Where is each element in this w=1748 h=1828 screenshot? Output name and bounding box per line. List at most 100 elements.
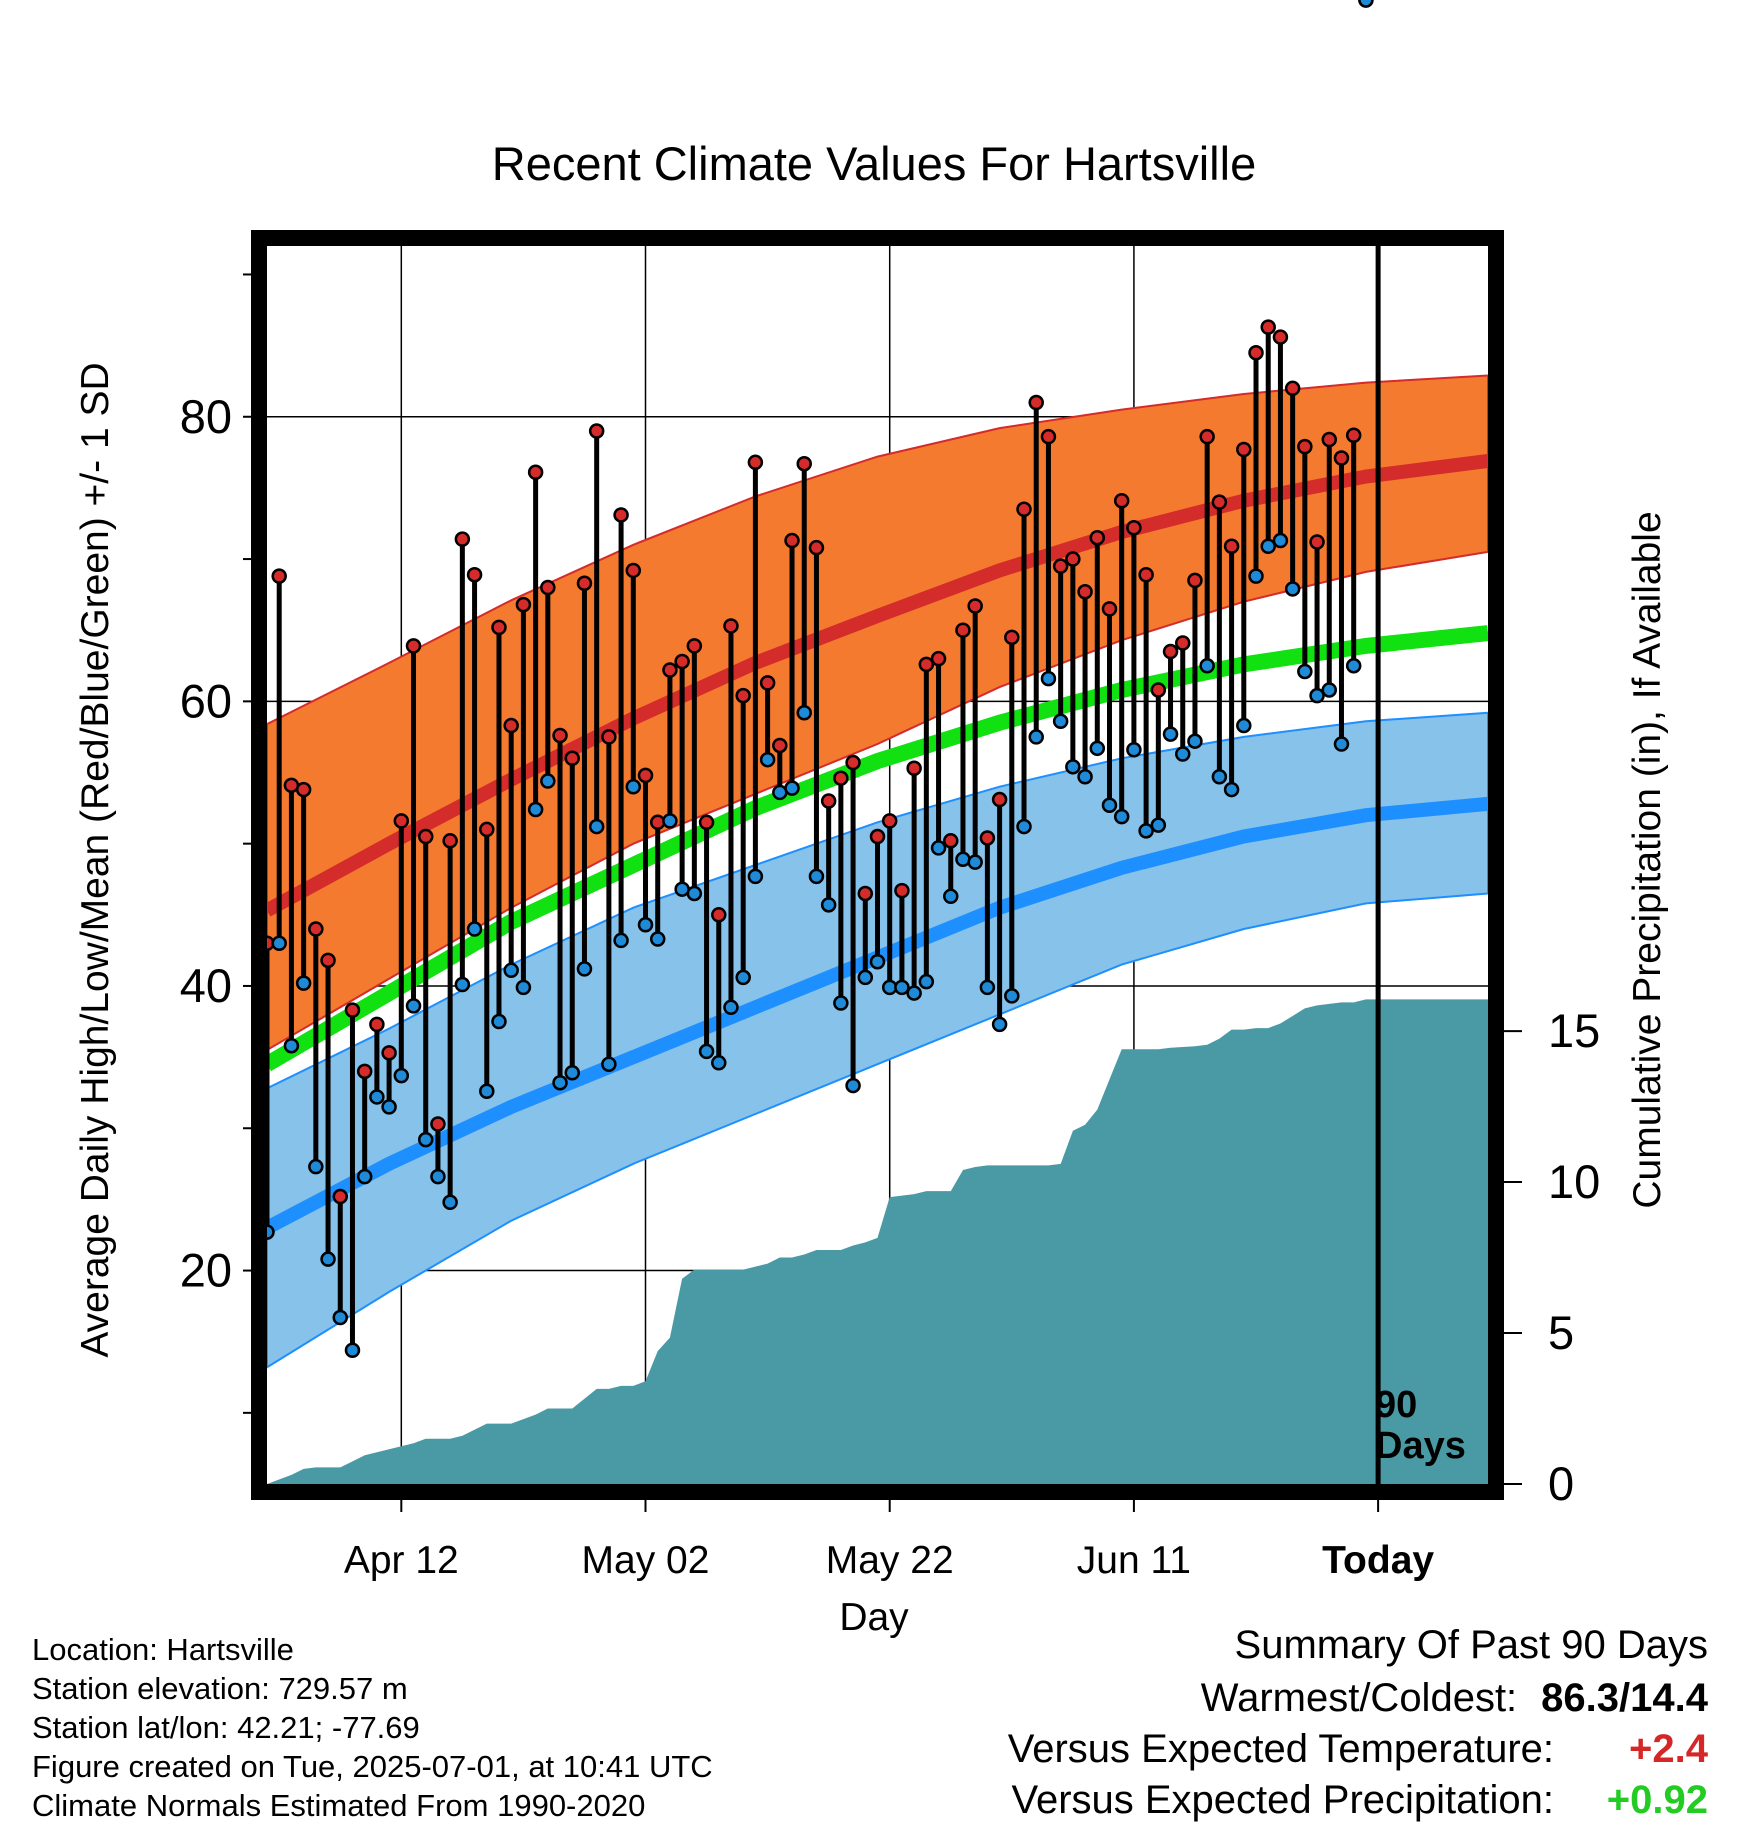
obs-high-point-43: [796, 455, 812, 472]
obs-low-point-0: [271, 935, 287, 952]
obs-low-point-83: [1284, 581, 1301, 597]
warm-cold-value: 86.3/14.4: [1541, 1676, 1708, 1720]
obs-high-point-69: [1113, 492, 1130, 509]
obs-high-point-7: [356, 1063, 373, 1080]
obs-high-point-42: [784, 532, 800, 549]
obs-high-point-38: [735, 687, 751, 704]
obs-high-point-29: [625, 562, 642, 579]
obs-high-point-73: [1162, 643, 1179, 660]
obs-high-point-63: [1040, 428, 1057, 445]
obs-high-point-33: [674, 653, 690, 670]
created-text: Figure created on Tue, 2025-07-01, at 10…: [32, 1749, 713, 1784]
obs-low-point-4: [320, 1251, 336, 1267]
y2-tick-label-10: 10: [1548, 1155, 1600, 1208]
obs-high-point-12: [417, 828, 434, 845]
obs-low-point-81: [1260, 538, 1276, 555]
obs-low-point-10: [393, 1067, 410, 1084]
obs-low-point-64: [1052, 713, 1069, 730]
y-tick-label-80: 80: [180, 390, 232, 443]
obs-high-point-49: [869, 828, 886, 845]
obs-low-point-52: [906, 985, 922, 1001]
obs-low-point-6: [344, 1342, 361, 1358]
obs-high-point-54: [930, 650, 947, 667]
obs-low-point-36: [711, 1055, 727, 1071]
obs-low-point-43: [796, 704, 812, 721]
obs-low-point-28: [613, 932, 629, 949]
obs-high-point-77: [1211, 494, 1228, 510]
obs-high-point-4: [320, 952, 336, 969]
obs-high-point-44: [808, 539, 825, 556]
obs-low-point-2: [295, 975, 312, 991]
obs-low-point-40: [759, 751, 776, 768]
y-tick-label-20: 20: [180, 1244, 232, 1297]
obs-low-point-56: [955, 851, 971, 868]
obs-high-point-57: [967, 598, 983, 614]
precipitation-area: [267, 999, 1488, 1484]
obs-high-point-74: [1175, 635, 1191, 651]
summary-title: Summary Of Past 90 Days: [1234, 1623, 1708, 1667]
obs-low-point-84: [1297, 663, 1313, 680]
obs-low-point-68: [1101, 797, 1118, 813]
temp-anomaly-label: Versus Expected Temperature:: [1007, 1727, 1554, 1771]
obs-high-point-53: [918, 656, 935, 673]
x-tick-label-2: May 22: [826, 1539, 954, 1582]
obs-low-point-22: [540, 773, 556, 789]
obs-high-point-41: [772, 737, 788, 754]
obs-high-point-56: [955, 622, 971, 638]
obs-low-point-76: [1199, 658, 1215, 674]
obs-high-point-19: [503, 717, 519, 734]
mean-line: [267, 625, 1488, 1072]
obs-high-point-65: [1065, 551, 1081, 567]
obs-high-point-5: [332, 1188, 349, 1205]
location-text: Location: Hartsville: [32, 1632, 294, 1667]
obs-high-point-28: [613, 507, 629, 523]
obs-high-point-68: [1101, 601, 1118, 617]
obs-low-point-71: [1138, 823, 1154, 839]
x-axis-label: Day: [839, 1596, 909, 1639]
obs-low-point-13: [430, 1168, 446, 1185]
obs-low-point-48: [857, 969, 874, 986]
obs-low-point-72: [1150, 817, 1167, 833]
y2-tick-label-15: 15: [1548, 1004, 1600, 1057]
obs-low-point-27: [601, 1056, 617, 1072]
obs-low-point-12: [417, 1131, 434, 1148]
obs-high-point-64: [1052, 558, 1069, 574]
obs-high-point-52: [906, 760, 922, 776]
obs-low-point-42: [784, 780, 800, 796]
obs-low-point-78: [1223, 781, 1240, 798]
obs-low-point-17: [479, 1083, 495, 1100]
obs-low-point-51: [894, 979, 910, 996]
precip-anomaly-label: Versus Expected Precipitation:: [1011, 1778, 1554, 1822]
plot-area: 20 40 60 80 0 5 10 15 Apr 12 May 02 May 22 Jun 11 To…: [180, 0, 1600, 1582]
temp-anomaly-value: +2.4: [1629, 1727, 1708, 1771]
obs-low-point-31: [649, 931, 666, 947]
obs-high-point-82: [1272, 329, 1289, 345]
obs-low-point-19: [503, 962, 519, 979]
obs-low-point-89: [1358, 0, 1374, 8]
obs-low-point-74: [1175, 746, 1191, 762]
obs-high-point-46: [833, 770, 849, 786]
obs-high-point-84: [1297, 438, 1313, 455]
obs-low-point-34: [686, 885, 703, 902]
obs-low-point-11: [405, 998, 422, 1014]
y2-tick-label-0: 0: [1548, 1457, 1574, 1510]
obs-low-point-82: [1272, 532, 1289, 549]
obs-high-point-15: [454, 531, 471, 547]
obs-high-point-13: [430, 1116, 446, 1132]
obs-high-point-71: [1138, 566, 1154, 583]
obs-high-point-40: [759, 675, 776, 691]
obs-low-point-44: [808, 868, 825, 885]
plot-frame: [251, 230, 1504, 1500]
obs-low-point-62: [1028, 729, 1044, 745]
obs-low-point-80: [1248, 568, 1264, 584]
obs-high-point-60: [1004, 629, 1020, 646]
obs-high-point-85: [1309, 534, 1325, 550]
obs-high-point-35: [698, 814, 715, 831]
obs-high-point-16: [466, 566, 483, 583]
obs-high-point-80: [1248, 344, 1264, 361]
obs-high-point-23: [552, 727, 568, 744]
obs-high-point-62: [1028, 394, 1044, 411]
obs-high-point-76: [1199, 428, 1215, 445]
obs-high-point-86: [1321, 431, 1338, 448]
obs-high-point-83: [1284, 380, 1301, 397]
